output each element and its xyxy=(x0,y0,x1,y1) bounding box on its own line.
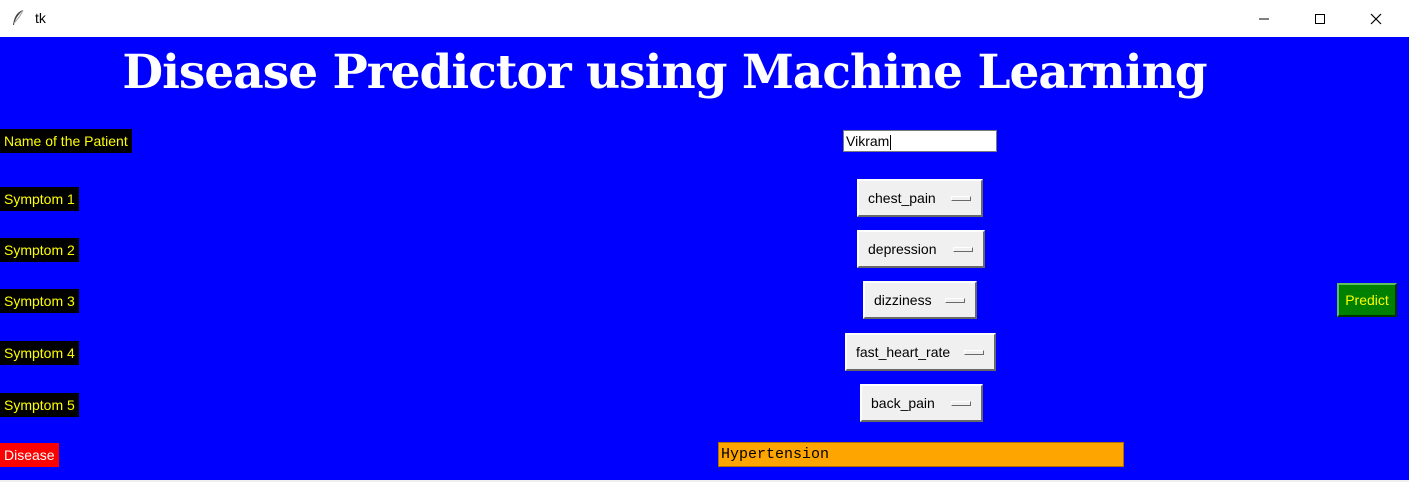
page-title: Disease Predictor using Machine Learning xyxy=(122,45,1207,100)
symptom-2-select[interactable]: depression xyxy=(857,230,985,268)
dropdown-indicator-icon xyxy=(964,350,984,355)
close-button[interactable] xyxy=(1348,0,1404,37)
symptom-2-value: depression xyxy=(868,241,937,257)
symptom-1-label: Symptom 1 xyxy=(0,187,79,211)
patient-name-label: Name of the Patient xyxy=(0,129,132,153)
symptom-4-label: Symptom 4 xyxy=(0,341,79,365)
patient-name-input[interactable]: Vikram xyxy=(843,130,997,152)
disease-result-field: Hypertension xyxy=(718,442,1124,467)
dropdown-indicator-icon xyxy=(953,247,973,252)
dropdown-indicator-icon xyxy=(951,196,971,201)
symptom-1-value: chest_pain xyxy=(868,190,936,206)
maximize-icon xyxy=(1315,13,1325,24)
symptom-5-select[interactable]: back_pain xyxy=(860,384,983,422)
dropdown-indicator-icon xyxy=(945,298,965,303)
symptom-5-value: back_pain xyxy=(871,395,935,411)
dropdown-indicator-icon xyxy=(951,401,971,406)
minimize-icon xyxy=(1259,18,1269,19)
symptom-5-label: Symptom 5 xyxy=(0,393,79,417)
window-bottom-border xyxy=(0,480,1409,482)
symptom-4-value: fast_heart_rate xyxy=(856,344,951,360)
window-title: tk xyxy=(35,10,46,26)
close-icon xyxy=(1370,13,1382,24)
disease-label: Disease xyxy=(0,443,59,467)
window-titlebar: tk xyxy=(0,0,1409,37)
symptom-2-label: Symptom 2 xyxy=(0,238,79,262)
minimize-button[interactable] xyxy=(1236,0,1292,37)
symptom-3-value: dizziness xyxy=(874,292,932,308)
symptom-4-select[interactable]: fast_heart_rate xyxy=(845,333,996,371)
predict-button[interactable]: Predict xyxy=(1337,283,1397,317)
symptom-3-label: Symptom 3 xyxy=(0,289,79,313)
app-client-area: Disease Predictor using Machine Learning… xyxy=(0,37,1409,480)
text-caret xyxy=(890,134,892,150)
maximize-button[interactable] xyxy=(1292,0,1348,37)
symptom-3-select[interactable]: dizziness xyxy=(863,281,977,319)
patient-name-value: Vikram xyxy=(846,133,890,149)
symptom-1-select[interactable]: chest_pain xyxy=(857,179,983,217)
feather-icon xyxy=(10,9,26,27)
